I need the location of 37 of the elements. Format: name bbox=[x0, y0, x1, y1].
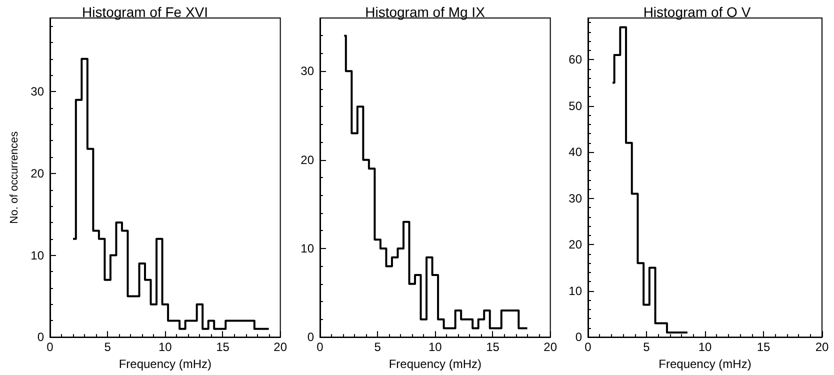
x-tick-label: 10 bbox=[698, 340, 712, 354]
y-tick-label: 20 bbox=[568, 238, 582, 252]
x-tick-label: 10 bbox=[158, 340, 172, 354]
x-tick-label: 15 bbox=[756, 340, 770, 354]
y-tick-label: 10 bbox=[300, 241, 314, 256]
y-tick-label: 30 bbox=[30, 84, 44, 99]
chart-title: Histogram of Fe XVI bbox=[82, 4, 208, 20]
x-tick-label: 20 bbox=[544, 340, 558, 354]
y-tick-label: 30 bbox=[300, 64, 314, 78]
x-tick-label: 0 bbox=[46, 340, 54, 354]
y-tick-label: 0 bbox=[37, 330, 44, 344]
y-axis-title: No. of occurrences bbox=[8, 130, 20, 224]
x-tick-label: 5 bbox=[374, 340, 382, 354]
x-tick-label: 5 bbox=[104, 340, 112, 354]
x-tick-label: 20 bbox=[815, 340, 829, 354]
y-tick-label: 60 bbox=[568, 52, 582, 67]
x-tick-label: 15 bbox=[216, 340, 230, 354]
y-tick-label: 0 bbox=[307, 330, 314, 344]
x-tick-label: 15 bbox=[486, 340, 500, 354]
x-axis-title: Frequency (mHz) bbox=[388, 357, 482, 371]
x-tick-label: 10 bbox=[428, 340, 442, 354]
y-tick-label: 30 bbox=[568, 191, 582, 206]
x-tick-label: 20 bbox=[274, 340, 288, 354]
chart-title: Histogram of O V bbox=[643, 4, 752, 20]
y-tick-label: 20 bbox=[30, 166, 44, 180]
y-tick-label: 10 bbox=[568, 284, 582, 298]
y-tick-label: 20 bbox=[300, 152, 314, 167]
x-axis-title: Frequency (mHz) bbox=[658, 357, 752, 371]
x-tick-label: 0 bbox=[584, 340, 592, 354]
x-tick-label: 5 bbox=[643, 340, 650, 354]
x-tick-label: 0 bbox=[316, 340, 324, 354]
y-tick-label: 40 bbox=[568, 145, 582, 160]
x-axis-title: Frequency (mHz) bbox=[118, 357, 212, 371]
chart-title: Histogram of Mg IX bbox=[365, 4, 486, 20]
y-tick-label: 10 bbox=[30, 248, 44, 262]
y-tick-label: 50 bbox=[568, 98, 582, 113]
y-tick-label: 0 bbox=[575, 330, 582, 344]
